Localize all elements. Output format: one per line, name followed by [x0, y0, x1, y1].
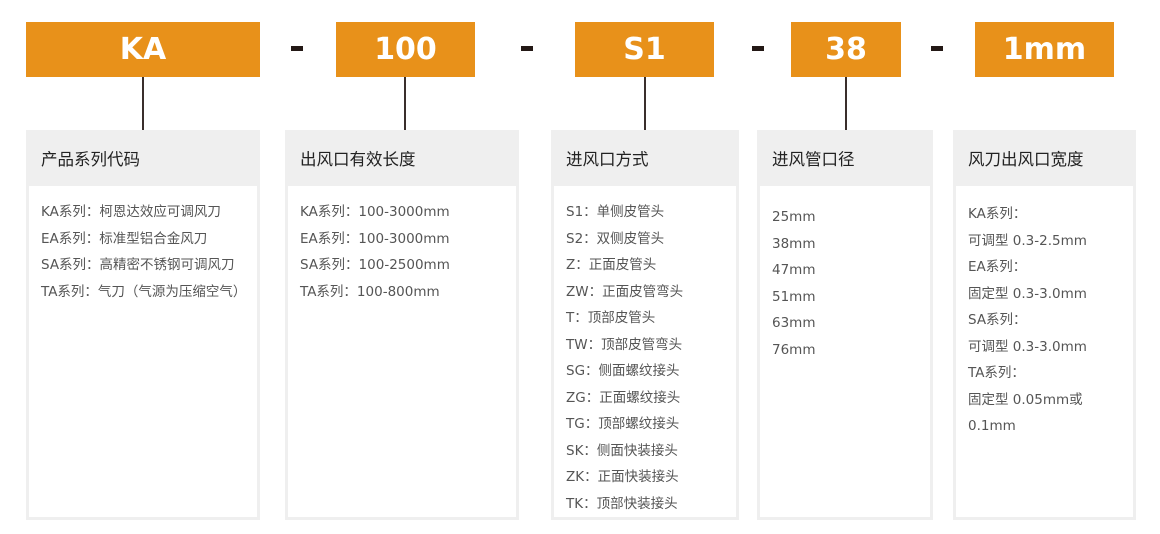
list-item: 固定型 0.05mm或	[968, 391, 1083, 408]
list-item: 63mm	[772, 315, 816, 331]
list-item: 25mm	[772, 209, 816, 225]
list-item: 可调型 0.3-2.5mm	[968, 232, 1087, 249]
separator-dash	[291, 46, 303, 51]
list-item: SK：侧面快装接头	[566, 442, 678, 459]
separator-dash	[931, 46, 943, 51]
list-item: 47mm	[772, 262, 816, 278]
list-item: SA系列：100-2500mm	[300, 257, 450, 273]
card-title: 进风口方式	[551, 130, 739, 186]
card-title: 产品系列代码	[26, 130, 260, 186]
list-item: EA系列：标准型铝合金风刀	[41, 230, 208, 247]
card-outlet-length: 出风口有效长度 KA系列：100-3000mm EA系列：100-3000mm SA…	[285, 130, 519, 520]
list-item: KA系列：	[968, 206, 1027, 222]
card-list: 25mm 38mm 47mm 51mm 63mm 76mm	[760, 186, 930, 363]
list-item: S2：双侧皮管头	[566, 230, 665, 247]
list-item: SG：侧面螺纹接头	[566, 363, 680, 379]
list-item: TA系列：气刀（气源为压缩空气）	[41, 283, 247, 300]
list-item: TK：顶部快装接头	[566, 495, 678, 512]
list-item: TA系列：100-800mm	[300, 283, 440, 300]
list-item: TW：顶部皮管弯头	[566, 336, 683, 353]
card-outlet-width: 风刀出风口宽度 KA系列： 可调型 0.3-2.5mm EA系列： 固定型 0.3-3…	[953, 130, 1136, 520]
code-segment-series: KA	[26, 22, 260, 77]
list-item: 可调型 0.3-3.0mm	[968, 338, 1087, 355]
card-title: 风刀出风口宽度	[953, 130, 1136, 186]
separator-dash	[752, 46, 764, 51]
card-list: S1：单侧皮管头 S2：双侧皮管头 Z：正面皮管头 ZW：正面皮管弯头 T：顶部皮管头 T…	[554, 186, 736, 517]
list-item: EA系列：100-3000mm	[300, 230, 450, 247]
card-title: 进风管口径	[757, 130, 933, 186]
list-item: ZW：正面皮管弯头	[566, 283, 684, 300]
list-item: EA系列：	[968, 259, 1027, 275]
list-item: 38mm	[772, 235, 816, 252]
list-item: 76mm	[772, 341, 816, 358]
card-list: KA系列： 可调型 0.3-2.5mm EA系列： 固定型 0.3-3.0mm SA系列…	[956, 186, 1133, 440]
list-item: KA系列：100-3000mm	[300, 204, 450, 220]
card-inlet-type: 进风口方式 S1：单侧皮管头 S2：双侧皮管头 Z：正面皮管头 ZW：正面皮管弯头 T：…	[551, 130, 739, 520]
connector-line	[644, 77, 646, 130]
card-list: KA系列：柯恩达效应可调风刀 EA系列：标准型铝合金风刀 SA系列：高精密不锈钢可调…	[29, 186, 257, 305]
code-segment-inlet: S1	[575, 22, 714, 77]
list-item: ZK：正面快装接头	[566, 469, 679, 485]
list-item: SA系列：	[968, 312, 1027, 328]
code-segment-length: 100	[336, 22, 475, 77]
card-series-code: 产品系列代码 KA系列：柯恩达效应可调风刀 EA系列：标准型铝合金风刀 SA系列：高…	[26, 130, 260, 520]
list-item: 0.1mm	[968, 418, 1016, 434]
list-item: S1：单侧皮管头	[566, 204, 665, 220]
list-item: TG：顶部螺纹接头	[566, 416, 680, 432]
list-item: TA系列：	[968, 365, 1025, 381]
list-item: 固定型 0.3-3.0mm	[968, 285, 1087, 302]
list-item: Z：正面皮管头	[566, 257, 657, 273]
list-item: T：顶部皮管头	[566, 310, 656, 326]
connector-line	[404, 77, 406, 130]
connector-line	[845, 77, 847, 130]
connector-line	[142, 77, 144, 130]
card-inlet-diameter: 进风管口径 25mm 38mm 47mm 51mm 63mm 76mm	[757, 130, 933, 520]
list-item: KA系列：柯恩达效应可调风刀	[41, 204, 221, 220]
card-list: KA系列：100-3000mm EA系列：100-3000mm SA系列：100-2…	[288, 186, 516, 305]
code-segment-diameter: 38	[791, 22, 901, 77]
card-title: 出风口有效长度	[285, 130, 519, 186]
list-item: ZG：正面螺纹接头	[566, 389, 681, 406]
code-segment-width: 1mm	[975, 22, 1114, 77]
separator-dash	[521, 46, 533, 51]
list-item: 51mm	[772, 288, 816, 305]
list-item: SA系列：高精密不锈钢可调风刀	[41, 257, 235, 273]
